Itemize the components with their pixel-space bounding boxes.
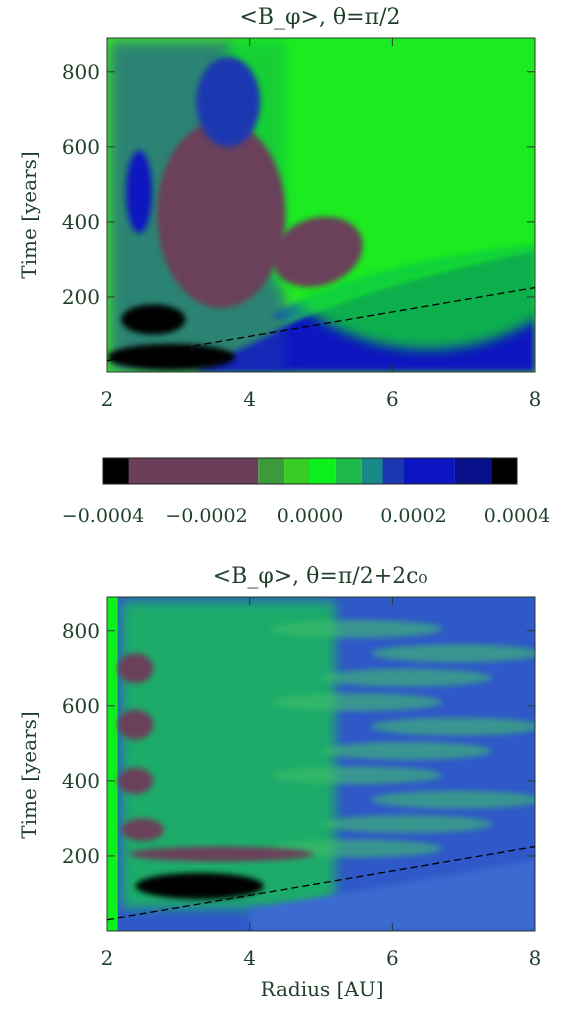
colorbar-swatch (284, 458, 310, 484)
colorbar-swatch (310, 458, 336, 484)
bottom-streak (370, 790, 535, 809)
colorbar-labels: −0.0004 −0.0002 0.0000 0.0002 0.0004 (62, 505, 550, 527)
bottom-streak (321, 741, 493, 760)
bottom-lower-right-region (249, 859, 535, 931)
top-y-tick-label: 600 (62, 135, 100, 159)
bottom-dashed-line (106, 845, 536, 921)
bottom-y-tick-label: 200 (62, 844, 100, 868)
colorbar-tick-label: 0.0002 (380, 505, 446, 527)
bottom-y-tick-label: 800 (62, 619, 100, 643)
bottom-heatmap-area (107, 597, 535, 931)
bottom-x-tick-label: 8 (529, 946, 542, 970)
bottom-x-tick-label: 4 (243, 946, 256, 970)
bottom-streak (271, 693, 443, 712)
bottom-x-tick-label: 2 (101, 946, 114, 970)
bottom-streak (271, 766, 443, 785)
bottom-streak (271, 839, 443, 858)
bottom-y-tick-label: 600 (62, 694, 100, 718)
colorbar-swatch (335, 458, 362, 484)
bottom-plot-frame (106, 596, 536, 932)
colorbar-swatch (382, 458, 404, 484)
colorbar (103, 458, 517, 484)
bottom-x-tick-label: 6 (386, 946, 399, 970)
bottom-y-tick-label: 400 (62, 769, 100, 793)
top-heatmap-area (107, 38, 535, 372)
colorbar-frame (102, 457, 518, 485)
top-x-tick-label: 4 (243, 387, 256, 411)
top-chart-title: <B_φ>, θ=π/2 (240, 5, 401, 30)
bottom-heatmap-layers (107, 597, 535, 931)
top-x-tick-label: 6 (386, 387, 399, 411)
colorbar-swatch (454, 458, 492, 484)
bottom-streak (321, 668, 493, 687)
bottom-x-axis-label: Radius [AU] (260, 977, 383, 1001)
top-y-tick-label: 400 (62, 210, 100, 234)
bottom-feature-2 (117, 653, 154, 684)
colorbar-swatch (403, 458, 455, 484)
top-feature-2 (107, 343, 236, 371)
bottom-feature-1 (128, 846, 314, 862)
bottom-streak (321, 815, 493, 834)
bottom-chart-title: <B_φ>, θ=π/2+2c₀ (213, 564, 428, 589)
top-y-tick-label: 800 (62, 60, 100, 84)
top-heatmap-layers (107, 38, 535, 372)
top-feature-5 (196, 56, 261, 147)
top-axes: 2 4 6 8 200 400 600 800 (62, 38, 542, 411)
top-plot-frame (106, 37, 536, 373)
bottom-streak (271, 619, 443, 638)
top-feature-4 (156, 120, 286, 309)
bottom-axes: 2 4 6 8 200 400 600 800 (62, 597, 542, 970)
bottom-y-axis-label: Time [years] (17, 711, 41, 838)
colorbar-tick-label: −0.0004 (62, 505, 144, 527)
bottom-streak (370, 717, 535, 736)
top-x-tick-label: 8 (529, 387, 542, 411)
top-y-axis-label: Time [years] (17, 151, 41, 278)
bottom-feature-5 (121, 818, 165, 841)
colorbar-swatch (258, 458, 285, 484)
bottom-feature-3 (117, 709, 154, 740)
bottom-turbulent-zone (121, 600, 336, 909)
bottom-feature-4 (117, 767, 154, 795)
colorbar-tick-label: −0.0002 (165, 505, 247, 527)
bottom-feature-0 (135, 872, 264, 900)
colorbar-swatch (491, 458, 517, 484)
colorbar-tick-label: 0.0000 (277, 505, 343, 527)
top-feature-1 (121, 304, 186, 335)
top-feature-3 (126, 150, 152, 234)
colorbar-tick-label: 0.0004 (484, 505, 550, 527)
top-dashed-line (106, 286, 536, 362)
colorbar-swatch (103, 458, 129, 484)
top-feature-0 (272, 216, 363, 288)
colorbar-swatch (128, 458, 259, 484)
top-x-tick-label: 2 (101, 387, 114, 411)
bottom-left-edge-strip (107, 597, 118, 931)
bottom-streak (370, 644, 535, 663)
top-y-tick-label: 200 (62, 285, 100, 309)
colorbar-swatch (361, 458, 383, 484)
